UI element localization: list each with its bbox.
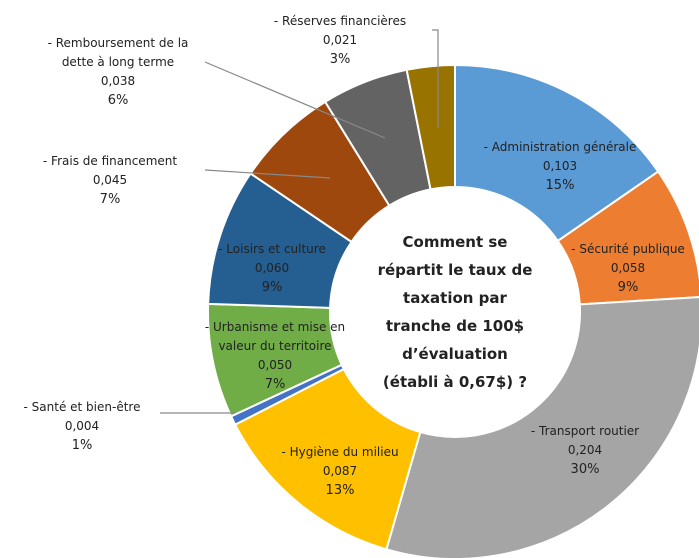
- percent-label: 13%: [325, 483, 355, 498]
- title-line: taxation par: [403, 289, 507, 307]
- percent-label: 6%: [107, 93, 129, 108]
- slice-label: - Urbanisme et mise en valeur du territo…: [193, 318, 358, 394]
- category-label: - Réserves financières: [273, 14, 407, 28]
- category-label: - Frais de financement: [42, 154, 178, 168]
- percent-label: 15%: [545, 178, 575, 193]
- category-label: - Santé et bien-être: [23, 400, 141, 414]
- title-line: d’évaluation: [402, 345, 508, 363]
- slice-label: - Hygiène du milieu 0,087 13%: [281, 443, 398, 500]
- percent-label: 30%: [570, 462, 600, 477]
- percent-label: 1%: [71, 438, 93, 453]
- category-label: - Urbanisme et mise en valeur du territo…: [204, 320, 346, 353]
- value-label: 0,204: [567, 443, 603, 457]
- value-label: 0,103: [542, 159, 578, 173]
- slice-label: - Sécurité publique 0,058 9%: [571, 240, 685, 297]
- slice-label: - Frais de financement 0,045 7%: [43, 152, 177, 209]
- value-label: 0,004: [64, 419, 100, 433]
- percent-label: 7%: [264, 377, 286, 392]
- category-label: - Sécurité publique: [571, 242, 685, 256]
- title-line: répartit le taux de: [377, 261, 533, 279]
- slice: [233, 367, 422, 551]
- slice: [556, 170, 699, 306]
- slice-label: - Administration générale 0,103 15%: [484, 138, 637, 195]
- leader-line: [204, 169, 331, 179]
- leader-line: [204, 61, 386, 139]
- leader-line: [432, 29, 439, 128]
- category-label: - Administration générale: [483, 140, 637, 154]
- value-label: 0,058: [610, 261, 646, 275]
- title-line: (établi à 0,67$) ?: [382, 373, 528, 391]
- title-line: tranche de 100$: [385, 317, 525, 335]
- slice-label: - Réserves financières 0,021 3%: [274, 12, 406, 69]
- percent-label: 3%: [329, 52, 351, 67]
- slice-label: - Santé et bien-être 0,004 1%: [24, 398, 141, 455]
- slice-label: - Remboursement de la dette à long terme…: [36, 34, 201, 110]
- category-label: - Remboursement de la dette à long terme: [47, 36, 189, 69]
- category-label: - Transport routier: [530, 424, 640, 438]
- value-label: 0,038: [100, 74, 136, 88]
- leaders: [160, 29, 439, 414]
- percent-label: 9%: [617, 280, 639, 295]
- slice-label: - Transport routier 0,204 30%: [531, 422, 639, 479]
- value-label: 0,060: [254, 261, 290, 275]
- value-label: 0,045: [92, 173, 128, 187]
- category-label: - Hygiène du milieu: [281, 445, 399, 459]
- title-line: Comment se: [402, 233, 508, 251]
- slice: [405, 63, 456, 191]
- value-label: 0,050: [257, 358, 293, 372]
- percent-label: 7%: [99, 192, 121, 207]
- category-label: - Loisirs et culture: [218, 242, 326, 256]
- slice: [454, 63, 660, 243]
- slice-label: - Loisirs et culture 0,060 9%: [218, 240, 326, 297]
- percent-label: 9%: [261, 280, 283, 295]
- slices: [207, 63, 699, 558]
- value-label: 0,021: [322, 33, 358, 47]
- value-label: 0,087: [322, 464, 358, 478]
- chart-title: Comment se répartit le taux de taxation pa…: [378, 228, 533, 396]
